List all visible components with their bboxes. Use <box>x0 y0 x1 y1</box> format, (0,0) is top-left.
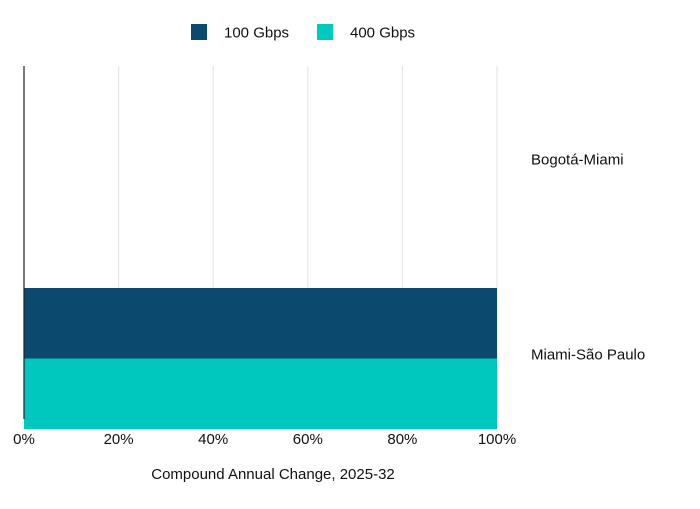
bar-1-1 <box>24 358 497 429</box>
category-label-0: Bogotá-Miami <box>531 151 624 168</box>
x-tick-label-40: 40% <box>198 431 228 448</box>
category-labels: Bogotá-Miami Miami-São Paulo <box>531 151 645 363</box>
bars <box>24 288 497 429</box>
x-tick-label-80: 80% <box>387 431 417 448</box>
x-tick-label-20: 20% <box>104 431 134 448</box>
x-tick-label-60: 60% <box>293 431 323 448</box>
bar-1-0 <box>24 288 497 359</box>
legend-swatch-1 <box>317 24 333 40</box>
legend-label-1: 400 Gbps <box>350 25 415 42</box>
x-axis-title: Compound Annual Change, 2025-32 <box>151 466 395 483</box>
legend: 100 Gbps 400 Gbps <box>191 24 415 42</box>
x-tick-label-100: 100% <box>478 431 516 448</box>
legend-label-0: 100 Gbps <box>224 25 289 42</box>
x-tick-label-0: 0% <box>13 431 35 448</box>
legend-swatch-0 <box>191 24 207 40</box>
x-tick-labels: 0% 20% 40% 60% 80% 100% <box>13 431 516 448</box>
category-label-1: Miami-São Paulo <box>531 346 645 363</box>
